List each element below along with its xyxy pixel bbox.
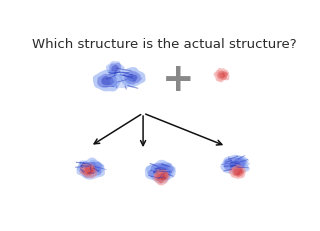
Polygon shape bbox=[84, 168, 93, 174]
Polygon shape bbox=[89, 162, 102, 172]
Polygon shape bbox=[145, 160, 176, 184]
Polygon shape bbox=[229, 161, 241, 170]
Polygon shape bbox=[85, 160, 104, 173]
Polygon shape bbox=[80, 164, 98, 178]
Polygon shape bbox=[158, 164, 173, 175]
Text: Which structure is the actual structure?: Which structure is the actual structure? bbox=[32, 38, 296, 51]
Polygon shape bbox=[80, 162, 101, 178]
Polygon shape bbox=[101, 77, 114, 86]
Polygon shape bbox=[217, 76, 223, 82]
Polygon shape bbox=[231, 156, 250, 169]
Polygon shape bbox=[217, 71, 228, 81]
Polygon shape bbox=[81, 165, 91, 173]
Polygon shape bbox=[234, 158, 248, 168]
Polygon shape bbox=[224, 158, 245, 174]
Polygon shape bbox=[76, 158, 105, 180]
Polygon shape bbox=[87, 166, 95, 173]
Polygon shape bbox=[76, 162, 92, 174]
Polygon shape bbox=[110, 74, 133, 89]
Polygon shape bbox=[221, 72, 228, 77]
Polygon shape bbox=[236, 168, 244, 174]
Polygon shape bbox=[228, 165, 246, 179]
Polygon shape bbox=[223, 159, 237, 169]
Polygon shape bbox=[153, 167, 168, 177]
Polygon shape bbox=[234, 169, 242, 176]
Polygon shape bbox=[93, 70, 123, 92]
Polygon shape bbox=[156, 173, 166, 180]
Polygon shape bbox=[233, 167, 244, 177]
Polygon shape bbox=[220, 155, 250, 175]
Polygon shape bbox=[126, 75, 138, 82]
Polygon shape bbox=[84, 164, 97, 174]
Polygon shape bbox=[153, 169, 170, 186]
Text: +: + bbox=[162, 61, 194, 99]
Polygon shape bbox=[146, 165, 164, 178]
Polygon shape bbox=[106, 62, 125, 77]
Polygon shape bbox=[219, 73, 226, 79]
Polygon shape bbox=[97, 74, 117, 88]
Polygon shape bbox=[159, 172, 169, 179]
Polygon shape bbox=[109, 64, 121, 74]
Polygon shape bbox=[119, 68, 146, 88]
Polygon shape bbox=[231, 167, 240, 174]
Polygon shape bbox=[124, 72, 142, 85]
Polygon shape bbox=[82, 166, 95, 176]
Polygon shape bbox=[111, 65, 119, 72]
Polygon shape bbox=[155, 162, 176, 177]
Polygon shape bbox=[155, 171, 168, 183]
Polygon shape bbox=[214, 69, 230, 83]
Polygon shape bbox=[148, 163, 171, 181]
Polygon shape bbox=[154, 170, 164, 179]
Polygon shape bbox=[215, 71, 224, 78]
